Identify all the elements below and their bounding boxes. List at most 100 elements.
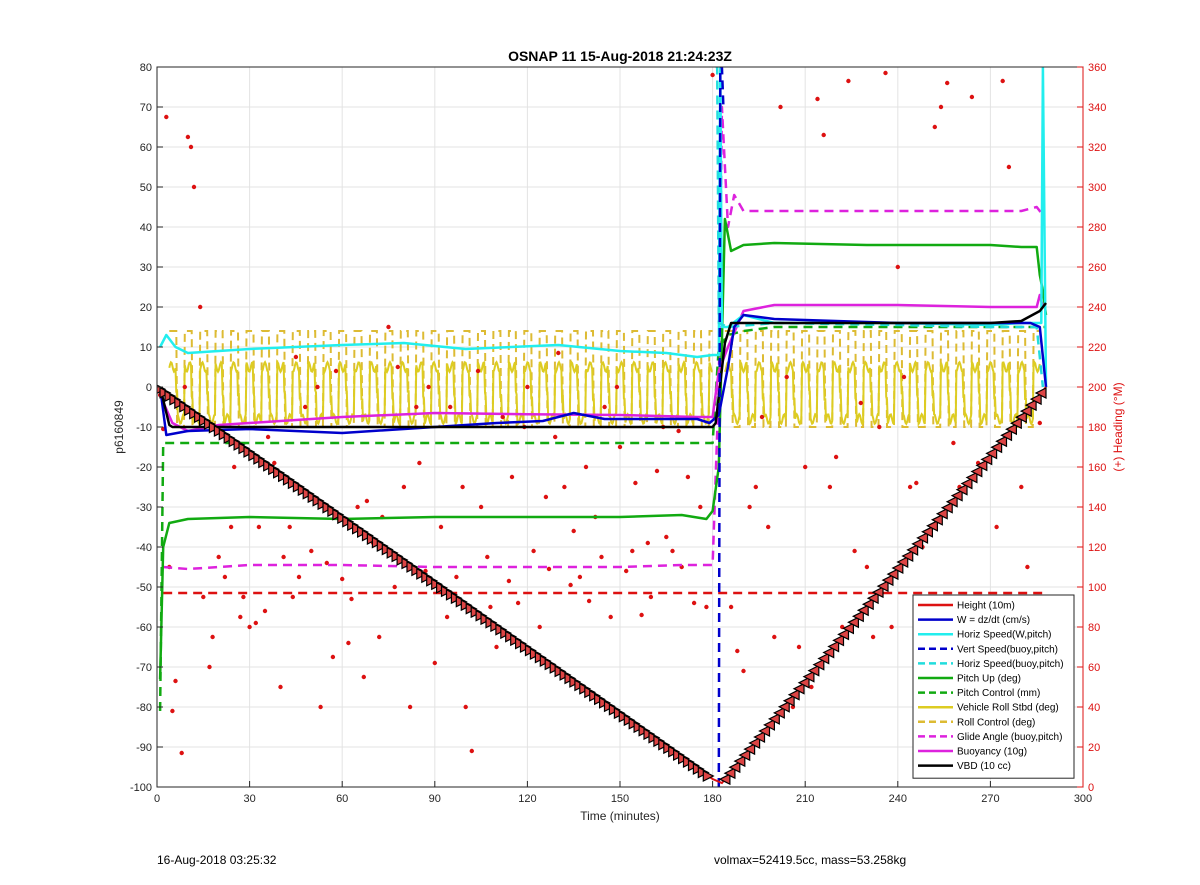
heading-point [583,464,589,470]
heading-point [395,364,400,370]
heading-point [346,640,351,646]
x-tick-label: 90 [429,793,441,805]
heading-point [614,384,620,390]
heading-point [633,480,638,486]
heading-point [821,132,826,138]
heading-point [515,600,521,606]
x-tick-label: 270 [981,793,999,805]
climb-marker [1005,423,1018,436]
heading-point [525,384,530,390]
heading-point [191,184,197,190]
heading-point [500,414,505,420]
heading-point [1000,78,1005,84]
climb-marker [753,731,766,743]
heading-point [278,684,283,690]
y-tick-label-left: 60 [140,142,152,154]
heading-point [877,424,882,430]
heading-point [895,264,900,270]
heading-point [364,498,370,504]
x-tick-label: 0 [154,793,160,805]
y-tick-label-right: 80 [1088,622,1100,634]
heading-point [185,134,191,140]
y-tick-label-right: 300 [1088,182,1106,194]
y-tick-label-right: 120 [1088,542,1106,554]
legend-label: Vert Speed(buoy,pitch) [957,644,1058,655]
heading-point [303,404,308,410]
climb-marker [926,519,939,532]
heading-point [506,578,512,584]
heading-point [1025,564,1030,570]
heading-point [488,604,493,610]
heading-point [568,582,573,588]
heading-point [741,668,746,674]
heading-point [969,94,975,100]
legend-label: Horiz Speed(buoy,pitch) [957,659,1064,670]
climb-marker [1024,399,1037,412]
climb-marker [916,531,929,544]
climb-marker [767,712,780,725]
heading-point [417,460,422,466]
heading-point [333,368,339,374]
heading-point [198,304,203,310]
climb-marker [906,543,919,556]
climb-marker [748,737,761,749]
heading-point [454,574,459,580]
y-tick-label-left: -50 [136,582,152,594]
climb-marker [911,537,924,550]
heading-point [562,484,567,490]
legend-label: Horiz Speed(W,pitch) [957,630,1051,641]
heading-point [608,614,613,620]
series-vbd-10-cc [158,302,1047,429]
heading-point [571,528,576,534]
heading-point [494,644,499,650]
heading-point [617,444,623,450]
climb-marker [1014,411,1027,424]
climb-marker [921,525,934,538]
heading-point [907,484,913,490]
heading-point [624,568,629,574]
chart-title: OSNAP 11 15-Aug-2018 21:24:23Z [508,48,732,64]
heading-point [1019,484,1024,490]
heading-point [630,548,635,554]
heading-point [796,644,802,650]
climb-marker [980,453,993,466]
heading-point [728,604,734,610]
legend-label: Pitch Up (deg) [957,674,1021,685]
heading-point [914,480,919,486]
heading-point [691,600,697,606]
climb-marker [1000,429,1013,442]
y-tick-label-left: -80 [136,702,152,714]
y-tick-label-left: 10 [140,342,152,354]
climb-marker [817,652,830,665]
climb-marker [772,706,785,719]
heading-point [392,584,397,590]
climb-marker [1034,387,1047,399]
heading-point [432,660,437,666]
heading-point [509,474,515,480]
y-tick-label-left: -30 [136,502,152,514]
y-tick-label-left: 80 [140,62,152,74]
legend-label: Height (10m) [957,601,1015,612]
climb-marker [832,634,845,647]
x-tick-label: 240 [889,793,907,805]
climb-marker [861,598,874,611]
climb-marker [758,725,771,737]
climb-marker [876,580,889,593]
heading-point [253,620,258,626]
heading-point [272,460,277,466]
heading-point [833,454,839,460]
heading-point [883,70,888,76]
heading-point [232,464,237,470]
x-tick-label: 120 [518,793,536,805]
heading-point [164,114,169,120]
x-tick-label: 150 [611,793,629,805]
axis-ticks: 0 30 60 90 120 150 180 210 240 270 300807060504030… [130,62,1106,805]
y-tick-label-right: 40 [1088,702,1100,714]
heading-point [386,324,391,330]
heading-point [864,564,870,570]
climb-marker [1019,405,1032,418]
x-tick-label: 210 [796,793,814,805]
heading-point [759,414,765,420]
heading-point [803,464,808,470]
climb-marker [812,658,825,671]
